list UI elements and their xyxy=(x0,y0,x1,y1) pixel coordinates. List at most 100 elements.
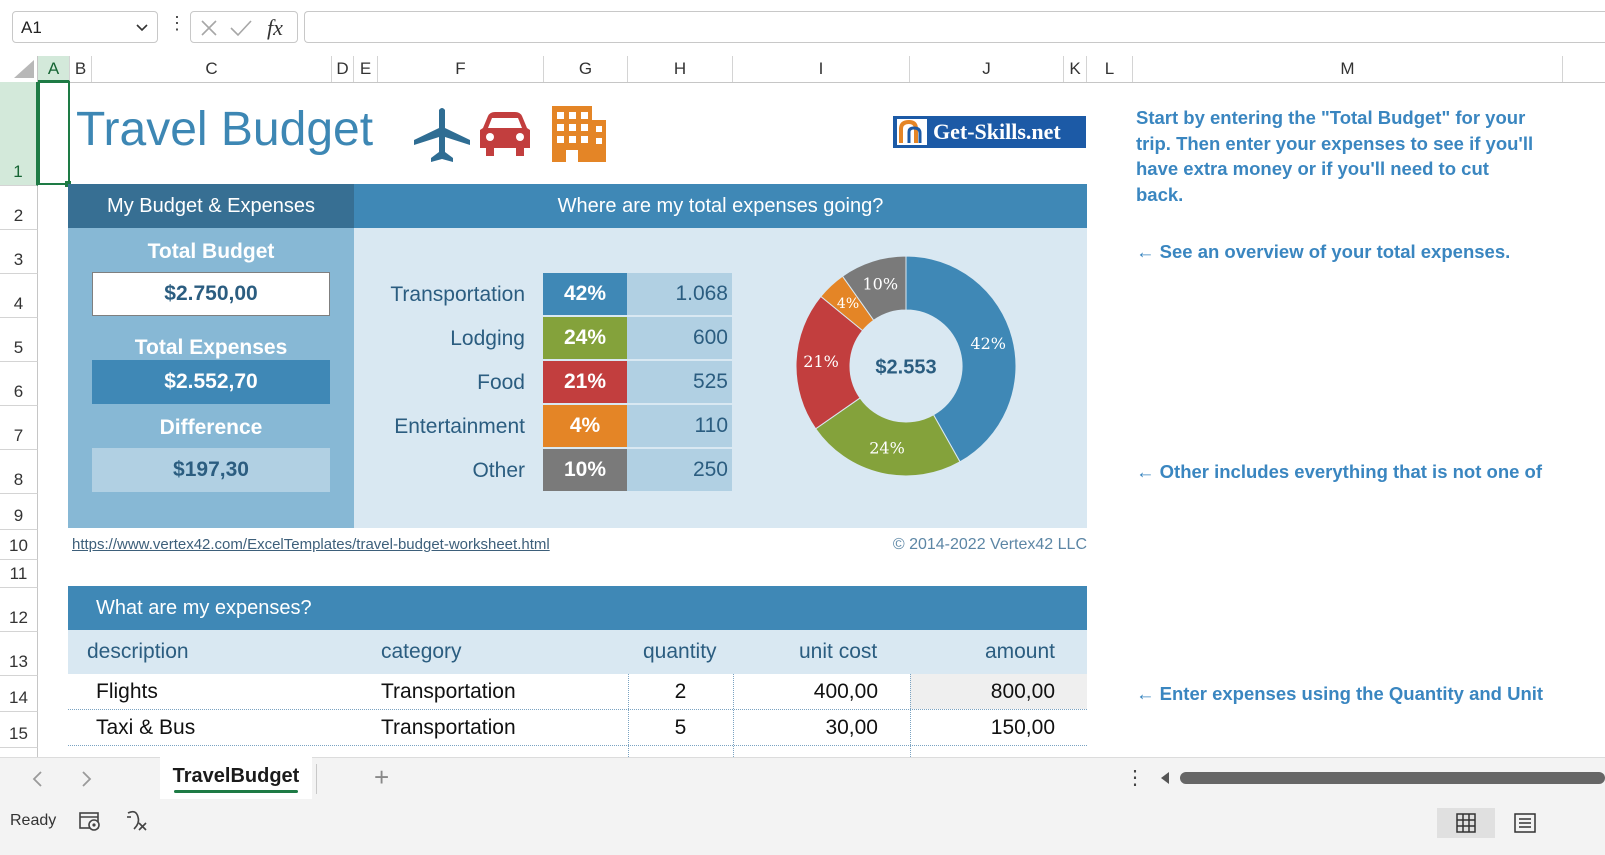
row-header-16 xyxy=(0,748,38,757)
column-header-l[interactable]: L xyxy=(1087,56,1133,82)
donut-slice-transportation xyxy=(905,255,1017,463)
column-header-j[interactable]: J xyxy=(910,56,1064,82)
sheet-tab-travelbudget[interactable]: TravelBudget xyxy=(160,757,312,799)
enter-expenses-note: ← Enter expenses using the Quantity and … xyxy=(1136,683,1544,704)
sheet-title: Travel Budget xyxy=(76,103,374,156)
name-box[interactable]: A1 xyxy=(12,11,158,43)
expense-unit-cost[interactable]: 30,00 xyxy=(825,716,878,739)
expense-unit-cost[interactable]: 400,00 xyxy=(813,680,878,703)
category-percent: 10% xyxy=(543,449,627,491)
expense-category[interactable]: Transportation xyxy=(381,680,516,703)
header-unit-cost: unit cost xyxy=(799,640,878,663)
cancel-icon[interactable] xyxy=(199,18,219,38)
category-percent: 42% xyxy=(543,273,627,315)
amount-cell-bg xyxy=(910,674,1087,709)
expense-description[interactable]: Flights xyxy=(96,680,158,703)
category-value: 525 xyxy=(627,361,732,403)
row-header-6[interactable]: 6 xyxy=(0,362,38,406)
formula-buttons: fx xyxy=(190,11,298,43)
page-layout-view-button[interactable] xyxy=(1496,808,1554,838)
column-header-i[interactable]: I xyxy=(733,56,910,82)
row-header-13[interactable]: 13 xyxy=(0,632,38,676)
total-budget-input[interactable]: $2.750,00 xyxy=(92,272,330,316)
column-header-d[interactable]: D xyxy=(332,56,354,82)
chart-section-header: Where are my total expenses going? xyxy=(354,184,1087,228)
row-header-4[interactable]: 4 xyxy=(0,274,38,318)
category-label: Entertainment xyxy=(394,415,525,438)
category-percent: 24% xyxy=(543,317,627,359)
column-header-f[interactable]: F xyxy=(378,56,544,82)
page-layout-icon xyxy=(1514,813,1536,833)
car-icon xyxy=(480,112,530,156)
row-header-7[interactable]: 7 xyxy=(0,406,38,450)
row-header-15[interactable]: 15 xyxy=(0,712,38,748)
building-icon xyxy=(552,106,606,162)
row-header-10[interactable]: 10 xyxy=(0,530,38,560)
column-header-a[interactable]: A xyxy=(38,56,70,82)
column-header-c[interactable]: C xyxy=(92,56,332,82)
chevron-right-icon[interactable] xyxy=(78,770,94,788)
add-sheet-button[interactable]: + xyxy=(374,762,390,792)
difference-label: Difference xyxy=(159,416,263,439)
row-header-1[interactable]: 1 xyxy=(0,82,38,186)
expense-quantity[interactable]: 2 xyxy=(674,680,687,703)
logo-mark-icon xyxy=(897,119,927,145)
row-header-2[interactable]: 2 xyxy=(0,186,38,230)
row-header-14[interactable]: 14 xyxy=(0,676,38,712)
expenses-table-header: description category quantity unit cost … xyxy=(68,630,1087,674)
expense-description[interactable]: Taxi & Bus xyxy=(96,716,196,739)
header-quantity: quantity xyxy=(643,640,717,663)
select-all-corner[interactable] xyxy=(0,56,38,82)
macro-recorder-icon[interactable] xyxy=(124,809,150,833)
category-label: Food xyxy=(477,371,525,394)
column-divider xyxy=(733,674,734,757)
chevron-down-icon xyxy=(136,24,148,32)
row-header-12[interactable]: 12 xyxy=(0,588,38,632)
column-header-g[interactable]: G xyxy=(544,56,628,82)
row-header-5[interactable]: 5 xyxy=(0,318,38,362)
column-header-k[interactable]: K xyxy=(1064,56,1087,82)
insert-function-icon[interactable]: fx xyxy=(267,15,283,40)
row-header-11[interactable]: 11 xyxy=(0,560,38,588)
column-header-e[interactable]: E xyxy=(354,56,378,82)
accessibility-icon[interactable] xyxy=(78,810,102,832)
more-options-icon[interactable]: ⋮ xyxy=(1125,767,1145,789)
header-amount: amount xyxy=(984,640,1055,663)
column-header-bar xyxy=(0,56,1605,83)
row-header-8[interactable]: 8 xyxy=(0,450,38,494)
total-expenses-value: $2.552,70 xyxy=(92,360,330,404)
vertex42-link[interactable]: https://www.vertex42.com/ExcelTemplates/… xyxy=(72,536,550,553)
select-all-icon xyxy=(14,60,34,78)
get-skills-logo: Get-Skills.net xyxy=(893,116,1086,148)
table-row[interactable]: Flights Transportation 2 400,00 800,00 xyxy=(68,674,1087,710)
expense-quantity[interactable]: 5 xyxy=(674,716,687,739)
formula-input[interactable] xyxy=(304,11,1605,43)
category-value: 250 xyxy=(627,449,732,491)
expenses-donut-chart: 42% 24% 21% 4%10% $2.553 xyxy=(795,255,1017,477)
column-header-m[interactable]: M xyxy=(1133,56,1563,82)
horizontal-scrollbar[interactable] xyxy=(1180,772,1605,784)
difference-value: $197,30 xyxy=(92,448,330,492)
category-label: Transportation xyxy=(390,283,525,306)
airplane-icon xyxy=(414,108,470,162)
donut-label-lodging: 24% xyxy=(869,438,905,457)
row-header-3[interactable]: 3 xyxy=(0,230,38,274)
column-header-h[interactable]: H xyxy=(628,56,733,82)
budget-section-header: My Budget & Expenses xyxy=(68,184,354,228)
enter-icon[interactable] xyxy=(229,18,253,38)
status-bar xyxy=(0,803,1605,855)
table-row[interactable]: Taxi & Bus Transportation 5 30,00 150,00 xyxy=(68,710,1087,746)
row-header-9[interactable]: 9 xyxy=(0,494,38,530)
more-options-icon[interactable]: ⋮ xyxy=(168,13,186,33)
expense-category[interactable]: Transportation xyxy=(381,716,516,739)
expense-amount: 150,00 xyxy=(990,716,1055,739)
normal-view-button[interactable] xyxy=(1437,808,1495,838)
active-cell-a1[interactable] xyxy=(38,81,70,185)
sheet-tab-label: TravelBudget xyxy=(172,765,300,787)
donut-label-food: 21% xyxy=(803,352,839,371)
status-text: Ready xyxy=(10,812,57,829)
scroll-left-icon[interactable] xyxy=(1158,770,1172,786)
chevron-left-icon[interactable] xyxy=(30,770,46,788)
name-box-value: A1 xyxy=(21,18,42,37)
column-header-b[interactable]: B xyxy=(70,56,92,82)
